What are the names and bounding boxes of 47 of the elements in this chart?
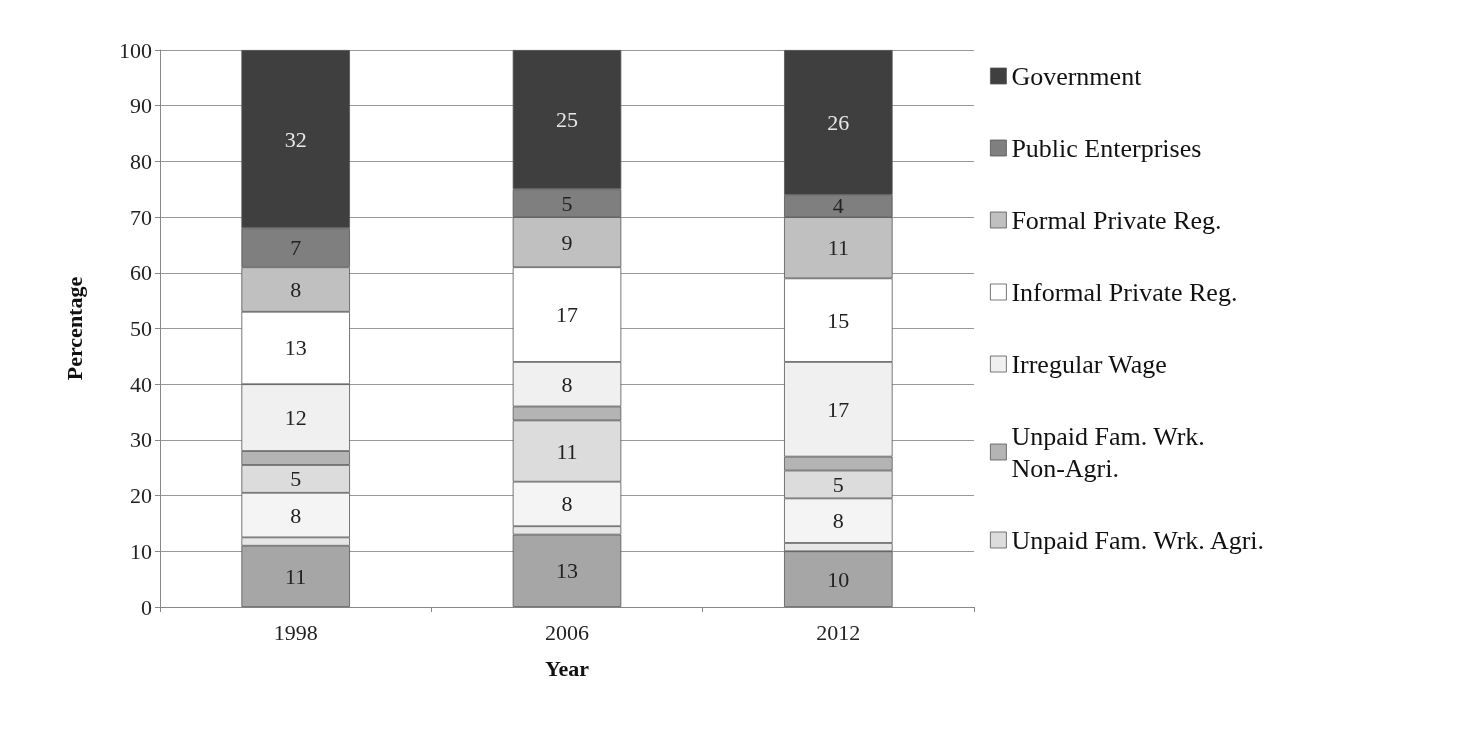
legend-label: Formal Private Reg. [1011, 205, 1222, 235]
x-axis-title: Year [545, 655, 590, 681]
data-label: 11 [285, 563, 307, 589]
y-axis-title: Percentage [61, 276, 87, 381]
data-label: 11 [556, 438, 578, 464]
data-label: 8 [290, 502, 302, 528]
data-label: 5 [832, 471, 844, 497]
x-tick-label: 2006 [545, 619, 589, 645]
data-label: 4 [832, 193, 844, 219]
data-label: 5 [561, 190, 573, 216]
y-tick-label: 90 [130, 93, 152, 119]
y-tick-label: 60 [130, 260, 152, 286]
data-label: 12 [284, 405, 307, 431]
data-label: 8 [290, 277, 302, 303]
data-label: 9 [561, 229, 573, 255]
y-tick-label: 50 [130, 316, 152, 341]
y-tick-label: 40 [130, 371, 152, 397]
y-tick-label: 0 [141, 594, 152, 620]
legend-label: Irregular Wage [1011, 349, 1167, 379]
legend-label: Public Enterprises [1011, 133, 1202, 163]
data-label: 5 [290, 466, 302, 492]
data-label: 32 [284, 126, 307, 152]
y-tick-label: 30 [130, 427, 152, 453]
data-label: 7 [290, 235, 302, 261]
data-label: 8 [561, 371, 573, 397]
data-label: 13 [556, 558, 578, 584]
data-label: 8 [832, 508, 844, 534]
data-label: 15 [827, 307, 850, 333]
data-label: 10 [827, 566, 850, 592]
data-label: 11 [827, 235, 849, 261]
data-label: 8 [561, 491, 573, 517]
legend-label: Government [1011, 61, 1143, 91]
y-tick-label: 10 [130, 538, 152, 564]
y-tick-label: 100 [119, 37, 152, 63]
y-tick-label: 80 [130, 148, 152, 174]
data-label: 17 [556, 302, 578, 328]
legend-label: Unpaid Fam. Wrk. Non-Agri. [1011, 421, 1212, 483]
data-label: 13 [284, 335, 307, 361]
x-tick-label: 2012 [816, 619, 861, 645]
data-label: 25 [556, 107, 578, 133]
data-label: 17 [827, 396, 850, 422]
x-tick-label: 1998 [273, 619, 318, 645]
legend-label: Unpaid Fam. Wrk. Agri. [1011, 525, 1265, 555]
data-label: 26 [827, 109, 850, 135]
y-tick-label: 20 [130, 483, 152, 509]
y-tick-label: 70 [130, 204, 152, 230]
legend-label: Informal Private Reg. [1011, 277, 1238, 307]
